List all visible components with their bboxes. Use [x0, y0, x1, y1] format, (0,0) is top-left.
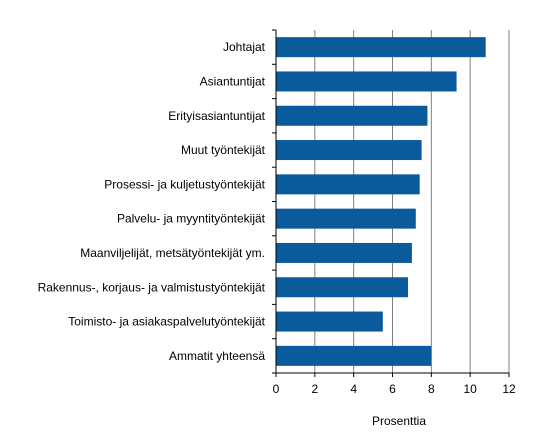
- category-label: Erityisasiantuntijat: [168, 109, 265, 123]
- x-tick-label: 0: [273, 382, 280, 396]
- bar: [276, 345, 432, 366]
- category-label: Ammatit yhteensä: [169, 349, 265, 363]
- bar: [276, 311, 383, 332]
- bar: [276, 71, 457, 92]
- x-tick-label: 4: [350, 382, 357, 396]
- bar: [276, 277, 409, 298]
- category-label: Rakennus-, korjaus- ja valmistustyönteki…: [38, 280, 266, 294]
- x-tick-label: 10: [463, 382, 477, 396]
- bar: [276, 242, 412, 263]
- category-label: Prosessi- ja kuljetustyöntekijät: [104, 177, 265, 191]
- category-label: Palvelu- ja myyntityöntekijät: [117, 212, 266, 226]
- bar: [276, 37, 486, 58]
- bar: [276, 174, 420, 195]
- axes: [272, 29, 510, 377]
- x-axis-title: Prosenttia: [372, 414, 426, 428]
- category-label: Asiantuntijat: [200, 74, 266, 88]
- bar: [276, 105, 428, 126]
- x-tick-labels: 0 2 4 6 8 10 12: [273, 382, 516, 396]
- x-tick-label: 8: [428, 382, 435, 396]
- x-tick-label: 2: [311, 382, 318, 396]
- x-tick-label: 6: [389, 382, 396, 396]
- category-label: Johtajat: [223, 40, 266, 54]
- bars: [276, 37, 486, 366]
- bar: [276, 208, 416, 229]
- category-label: Muut työntekijät: [181, 143, 266, 157]
- category-label: Maanviljelijät, metsätyöntekijät ym.: [80, 246, 265, 260]
- bar: [276, 140, 422, 161]
- x-tick-label: 12: [502, 382, 516, 396]
- category-labels: Johtajat Asiantuntijat Erityisasiantuntija…: [38, 40, 266, 363]
- category-label: Toimisto- ja asiakaspalvelutyöntekijät: [68, 315, 265, 329]
